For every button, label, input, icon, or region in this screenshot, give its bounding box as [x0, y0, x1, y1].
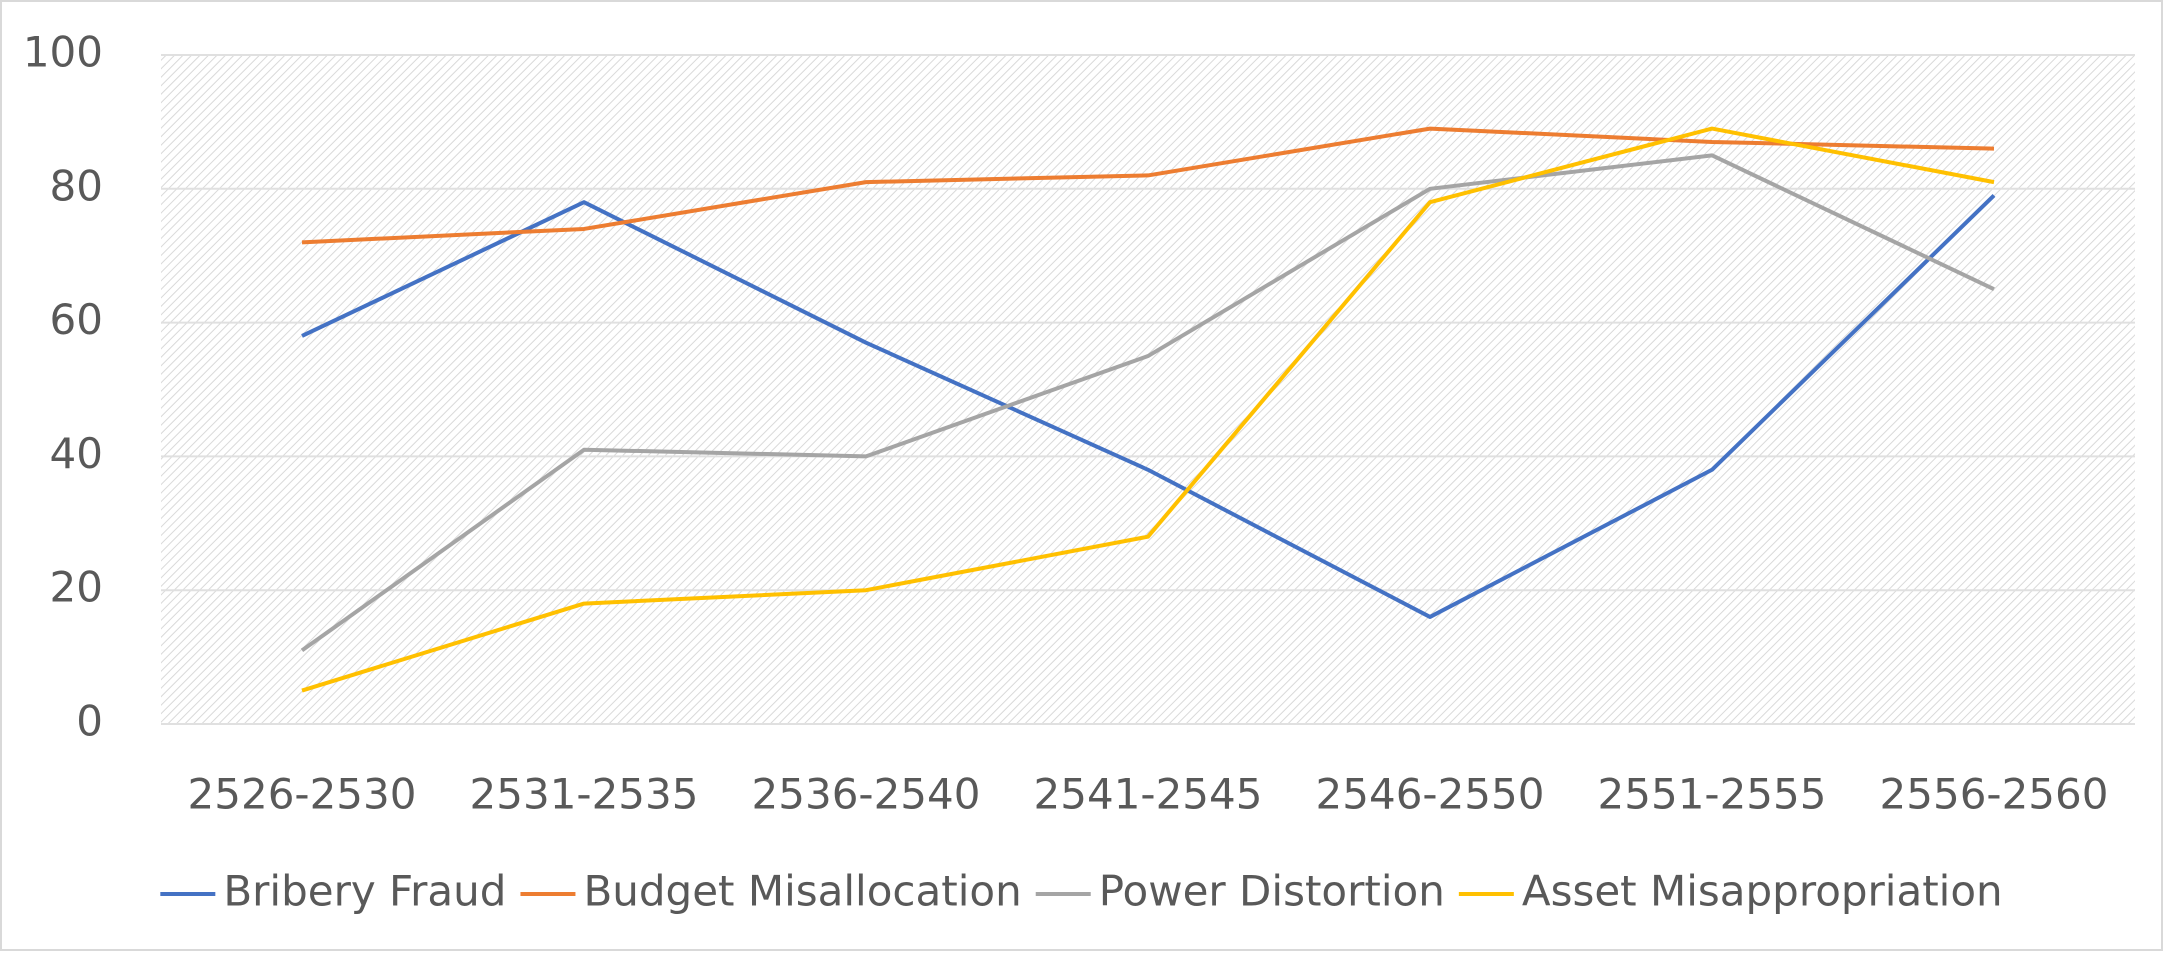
y-tick-label: 80: [50, 161, 103, 210]
series-line: [301, 126, 1995, 245]
legend-label: Asset Misappropriation: [1522, 867, 2003, 916]
y-tick-label: 20: [50, 563, 103, 612]
y-tick-label: 40: [50, 429, 103, 478]
y-tick-label: 0: [76, 697, 103, 746]
plot-area: [161, 55, 2135, 724]
legend-label: Bribery Fraud: [223, 867, 506, 916]
series-line: [301, 126, 1995, 693]
x-tick-label: 2551-2555: [1598, 770, 1827, 819]
series-line: [301, 194, 1996, 619]
y-tick-label: 100: [23, 28, 103, 77]
x-tick-label: 2546-2550: [1316, 770, 1545, 819]
legend-label: Budget Misallocation: [583, 867, 1021, 916]
x-tick-label: 2536-2540: [752, 770, 981, 819]
x-tick-label: 2531-2535: [470, 770, 699, 819]
y-tick-label: 60: [50, 295, 103, 344]
x-tick-label: 2556-2560: [1880, 770, 2109, 819]
x-tick-label: 2526-2530: [188, 770, 417, 819]
x-tick-label: 2541-2545: [1034, 770, 1263, 819]
legend-label: Power Distortion: [1099, 867, 1445, 916]
series-line: [300, 153, 1995, 653]
